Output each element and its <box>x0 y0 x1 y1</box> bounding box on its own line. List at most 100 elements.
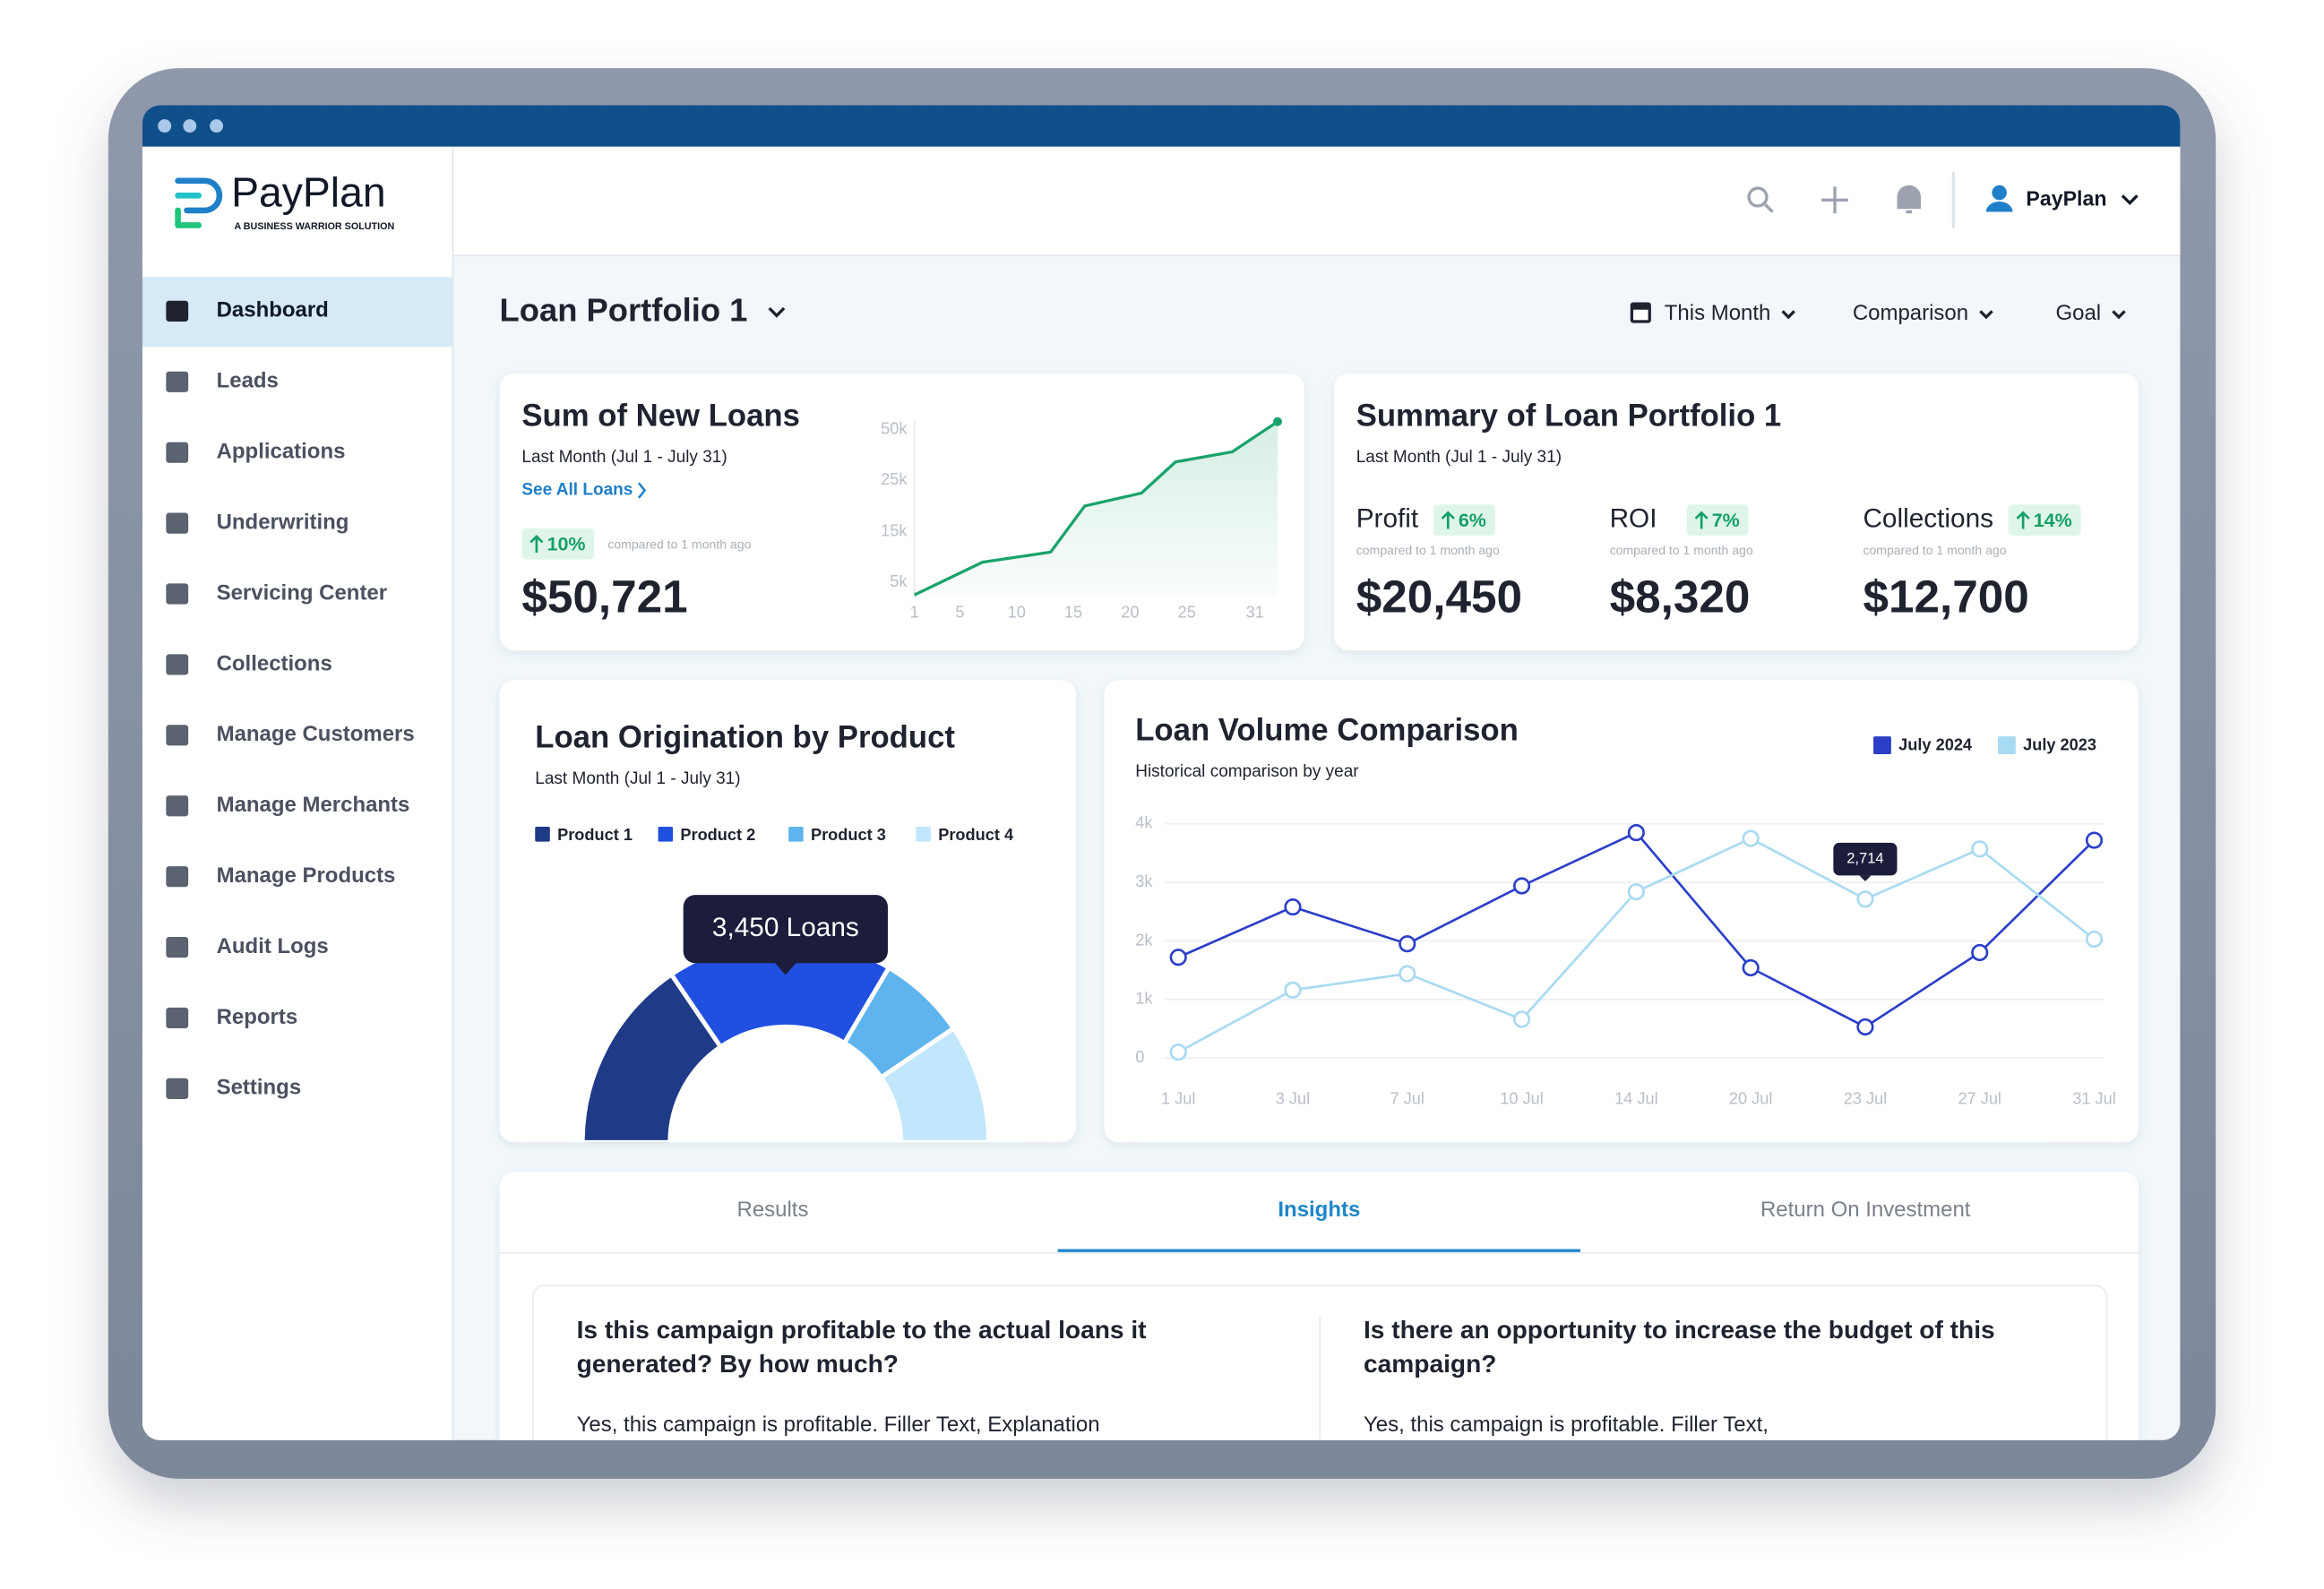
nav-item[interactable]: Settings <box>217 1076 302 1100</box>
nav-item[interactable]: Leads <box>217 369 279 393</box>
end-point <box>1273 417 1282 426</box>
y-tick-label: 0 <box>1135 1048 1144 1066</box>
change-value: 10% <box>547 533 585 554</box>
data-point[interactable] <box>1971 943 1989 962</box>
link-chevron <box>638 482 647 499</box>
change-badge: 14% <box>2008 504 2081 537</box>
value-label: 2,714 <box>1846 849 1883 866</box>
data-point[interactable] <box>1627 823 1645 842</box>
filter-dropdown[interactable]: Goal <box>2056 301 2102 325</box>
data-point[interactable] <box>1399 965 1416 983</box>
nav-item[interactable]: Audit Logs <box>217 934 329 958</box>
data-point[interactable] <box>1971 840 1989 858</box>
nav-item[interactable]: Manage Merchants <box>217 793 410 817</box>
nav-icon <box>166 1007 189 1029</box>
nav-item[interactable]: Collections <box>217 651 332 675</box>
data-point[interactable] <box>1742 958 1760 977</box>
data-point[interactable] <box>1399 935 1416 953</box>
tab[interactable]: Results <box>737 1198 809 1222</box>
change-value: 7% <box>1712 510 1740 531</box>
insight: Is this campaign profitable to the actua… <box>576 1315 1147 1438</box>
y-tick-label: 50k <box>881 420 908 438</box>
x-tick-label: 10 Jul <box>1500 1089 1544 1107</box>
badge-bg <box>2008 504 2081 537</box>
data-point[interactable] <box>1627 882 1645 901</box>
legend-swatch <box>1873 736 1891 755</box>
data-point[interactable] <box>2085 930 2104 949</box>
x-tick-label: 31 Jul <box>2072 1089 2116 1107</box>
data-point[interactable] <box>1742 829 1760 847</box>
nav-icon <box>166 725 189 746</box>
area-fill <box>914 421 1278 597</box>
card-subtitle: Historical comparison by year <box>1135 762 1359 781</box>
data-point[interactable] <box>1284 981 1302 999</box>
total-value: $50,721 <box>521 571 687 623</box>
nav-icon <box>166 512 189 534</box>
x-tick-label: 27 Jul <box>1958 1089 2001 1107</box>
legend-swatch <box>916 827 931 842</box>
data-point[interactable] <box>2085 831 2104 849</box>
tab[interactable]: Return On Investment <box>1760 1198 1971 1222</box>
nav-item[interactable]: Servicing Center <box>217 580 387 605</box>
filter-dropdown[interactable]: This Month <box>1665 301 1771 325</box>
chevron <box>1781 310 1795 320</box>
badge-bg <box>521 528 595 560</box>
nav-item[interactable]: Manage Products <box>217 863 396 888</box>
data-point[interactable] <box>1512 1010 1531 1028</box>
donut-segment[interactable] <box>878 1025 991 1143</box>
metric-note: compared to 1 month ago <box>1863 543 2006 557</box>
legend-label: Product 3 <box>811 826 886 844</box>
nav-icon <box>166 300 189 322</box>
data-point[interactable] <box>1284 898 1302 916</box>
insight-question: Is this campaign profitable to the actua… <box>576 1315 1147 1379</box>
legend-label: July 2023 <box>2023 736 2096 754</box>
nav-icon <box>166 1078 189 1099</box>
add-icon[interactable] <box>1821 186 1848 214</box>
card-subtitle: Last Month (Jul 1 - July 31) <box>1356 448 1562 467</box>
data-point[interactable] <box>1856 890 1874 908</box>
nav-item[interactable]: Reports <box>217 1005 298 1029</box>
y-tick-label: 15k <box>881 522 908 540</box>
up-arrow <box>529 534 544 554</box>
tooltip-bg <box>1833 842 1898 876</box>
metric-label: Profit <box>1356 503 1419 533</box>
search-icon[interactable] <box>1747 186 1769 208</box>
portfolio-title[interactable]: Loan Portfolio 1 <box>500 292 748 329</box>
tab[interactable]: Insights <box>1278 1198 1360 1222</box>
nav-item[interactable]: Underwriting <box>217 510 349 534</box>
change-note: compared to 1 month ago <box>607 537 751 551</box>
window-dot <box>183 119 197 133</box>
data-point[interactable] <box>1169 1043 1187 1061</box>
nav-icon <box>166 442 189 463</box>
nav-item[interactable]: Applications <box>217 440 346 464</box>
data-point[interactable] <box>1512 877 1531 895</box>
bell-icon[interactable] <box>1897 185 1921 214</box>
metric-label: Collections <box>1863 503 1993 533</box>
x-tick-label: 14 Jul <box>1614 1089 1658 1107</box>
x-tick-label: 3 Jul <box>1276 1089 1310 1107</box>
tooltip-text: 3,450 Loans <box>712 913 859 942</box>
data-point[interactable] <box>1856 1018 1874 1036</box>
metric-value: $20,450 <box>1356 571 1522 623</box>
legend-swatch <box>1997 736 2016 755</box>
x-tick-label: 15 <box>1064 604 1082 622</box>
user-menu[interactable]: PayPlan <box>2026 186 2106 210</box>
logo-icon <box>175 177 223 228</box>
card-title: Loan Origination by Product <box>535 721 955 755</box>
x-tick-label: 5 <box>955 604 964 622</box>
legend-label: Product 2 <box>680 826 755 844</box>
user-icon[interactable] <box>1985 185 2013 212</box>
y-tick-label: 5k <box>890 572 908 590</box>
line <box>914 420 1278 597</box>
nav-item[interactable]: Dashboard <box>217 298 329 322</box>
up-arrow <box>2016 511 2030 529</box>
filter-dropdown[interactable]: Comparison <box>1853 301 1968 325</box>
x-tick-label: 7 Jul <box>1390 1089 1425 1107</box>
nav-icon <box>166 795 189 817</box>
card-title: Summary of Loan Portfolio 1 <box>1356 399 1782 434</box>
up-arrow <box>1694 511 1709 529</box>
nav-item[interactable]: Manage Customers <box>217 722 415 746</box>
metric-label: ROI <box>1610 503 1657 533</box>
data-point[interactable] <box>1169 949 1187 966</box>
see-all-link[interactable]: See All Loans <box>521 481 633 500</box>
